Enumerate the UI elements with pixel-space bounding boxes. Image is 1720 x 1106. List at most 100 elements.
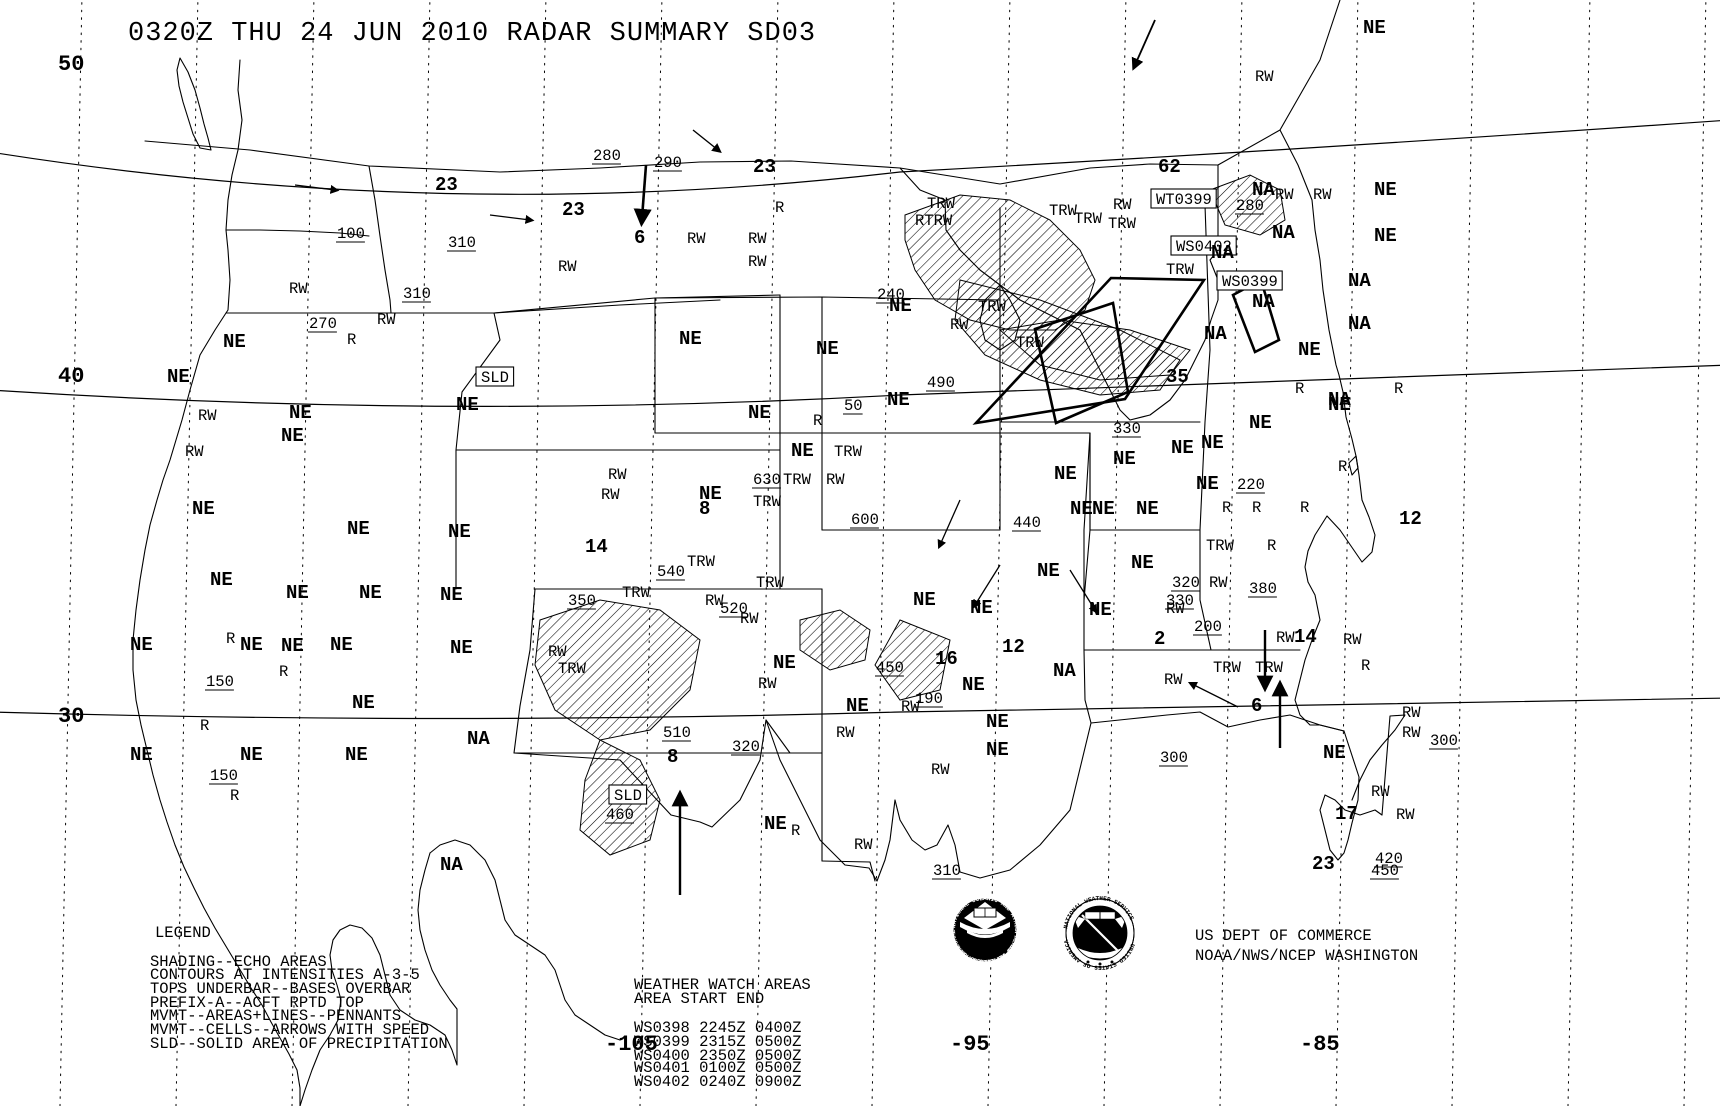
svg-text:NE: NE (816, 338, 839, 360)
svg-text:NA: NA (1252, 179, 1275, 201)
svg-text:16: 16 (935, 648, 958, 670)
svg-text:12: 12 (1399, 508, 1422, 530)
svg-text:310: 310 (448, 234, 476, 252)
svg-text:NA: NA (1204, 323, 1227, 345)
svg-text:35: 35 (1166, 366, 1189, 388)
svg-text:TRW: TRW (1016, 334, 1045, 352)
svg-text:RW: RW (1343, 631, 1362, 649)
svg-text:150: 150 (206, 673, 234, 691)
svg-text:NE: NE (450, 637, 473, 659)
svg-text:TRW: TRW (927, 195, 956, 213)
svg-text:510: 510 (663, 724, 691, 742)
svg-text:RW: RW (608, 466, 627, 484)
svg-text:NE: NE (1374, 179, 1397, 201)
svg-text:280: 280 (593, 147, 621, 165)
svg-text:NE: NE (1171, 437, 1194, 459)
svg-text:R: R (226, 630, 235, 648)
svg-text:R: R (347, 331, 356, 349)
svg-text:R: R (1222, 499, 1231, 517)
svg-text:NA: NA (1252, 291, 1275, 313)
svg-text:23: 23 (435, 174, 458, 196)
svg-text:RW: RW (1275, 186, 1294, 204)
svg-text:RW: RW (558, 258, 577, 276)
svg-text:630: 630 (753, 471, 781, 489)
svg-text:TRW: TRW (1206, 537, 1235, 555)
svg-text:R: R (1300, 499, 1309, 517)
svg-text:NE: NE (887, 389, 910, 411)
svg-text:330: 330 (1113, 420, 1141, 438)
svg-text:14: 14 (585, 536, 608, 558)
svg-text:NE: NE (1054, 463, 1077, 485)
svg-text:8: 8 (667, 746, 678, 768)
svg-text:RW: RW (198, 407, 217, 425)
svg-text:R: R (775, 199, 784, 217)
svg-text:RW: RW (289, 280, 308, 298)
svg-text:NE: NE (773, 652, 796, 674)
svg-text:RW: RW (1402, 704, 1421, 722)
svg-text:310: 310 (933, 862, 961, 880)
svg-text:RW: RW (705, 592, 724, 610)
svg-text:NE: NE (1298, 339, 1321, 361)
svg-text:RW: RW (1402, 724, 1421, 742)
svg-text:TRW: TRW (558, 660, 587, 678)
svg-text:NE: NE (345, 744, 368, 766)
svg-text:RTRW: RTRW (915, 212, 953, 230)
svg-text:RW: RW (950, 316, 969, 334)
svg-text:NE: NE (986, 739, 1009, 761)
svg-text:380: 380 (1249, 580, 1277, 598)
svg-text:R: R (791, 822, 800, 840)
svg-text:NE: NE (347, 518, 370, 540)
svg-text:NE: NE (748, 402, 771, 424)
svg-text:NE: NE (1089, 599, 1112, 621)
svg-text:NE: NE (1070, 498, 1093, 520)
svg-text:RW: RW (548, 643, 567, 661)
svg-text:NE: NE (1136, 498, 1159, 520)
svg-text:NE: NE (846, 695, 869, 717)
svg-text:NE: NE (456, 394, 479, 416)
svg-text:TRW: TRW (1213, 659, 1242, 677)
svg-text:TRW: TRW (756, 574, 785, 592)
svg-text:NE: NE (1363, 17, 1386, 39)
svg-text:R: R (1338, 458, 1347, 476)
svg-text:NE: NE (210, 569, 233, 591)
svg-text:RW: RW (1313, 186, 1332, 204)
svg-text:NA: NA (1272, 222, 1295, 244)
svg-text:290: 290 (654, 154, 682, 172)
svg-text:NE: NE (1201, 432, 1224, 454)
svg-text:50: 50 (844, 397, 863, 415)
svg-text:NA: NA (1211, 242, 1234, 264)
svg-text:R: R (813, 412, 822, 430)
svg-text:NE: NE (240, 744, 263, 766)
svg-text:NE: NE (1131, 552, 1154, 574)
svg-text:540: 540 (657, 563, 685, 581)
svg-text:NE: NE (223, 331, 246, 353)
svg-text:R: R (1252, 499, 1261, 517)
svg-text:270: 270 (309, 315, 337, 333)
svg-text:NA: NA (1348, 270, 1371, 292)
svg-text:RW: RW (826, 471, 845, 489)
svg-text:TRW: TRW (783, 471, 812, 489)
svg-text:SLD--SOLID AREA OF PRECIPITATI: SLD--SOLID AREA OF PRECIPITATION (150, 1035, 448, 1053)
svg-text:NE: NE (281, 425, 304, 447)
svg-text:150: 150 (210, 767, 238, 785)
svg-text:350: 350 (568, 592, 596, 610)
svg-text:NE: NE (240, 634, 263, 656)
svg-text:US DEPT OF COMMERCE: US DEPT OF COMMERCE (1195, 927, 1372, 945)
svg-text:NOAA/NWS/NCEP WASHINGTON: NOAA/NWS/NCEP WASHINGTON (1195, 947, 1418, 965)
svg-text:440: 440 (1013, 514, 1041, 532)
svg-text:12: 12 (1002, 636, 1025, 658)
svg-text:NE: NE (1092, 498, 1115, 520)
svg-text:TRW: TRW (622, 584, 651, 602)
svg-text:0320Z THU 24 JUN 2010 RADAR SU: 0320Z THU 24 JUN 2010 RADAR SUMMARY SD03 (128, 19, 816, 49)
svg-text:310: 310 (403, 285, 431, 303)
svg-text:TRW: TRW (834, 443, 863, 461)
svg-text:RW: RW (687, 230, 706, 248)
svg-text:460: 460 (606, 806, 634, 824)
svg-text:RW: RW (748, 230, 767, 248)
svg-text:RW: RW (1371, 783, 1390, 801)
svg-text:2: 2 (1154, 628, 1165, 650)
svg-text:NE: NE (1374, 225, 1397, 247)
svg-text:R: R (1361, 657, 1370, 675)
svg-text:TRW: TRW (687, 553, 716, 571)
svg-text:WS0399: WS0399 (1222, 273, 1278, 291)
